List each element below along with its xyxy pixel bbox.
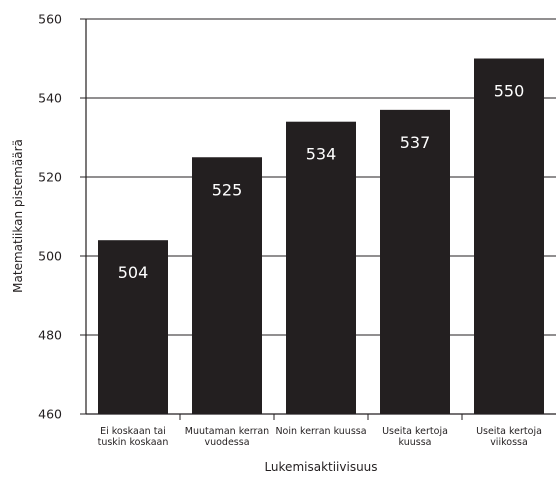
x-tick-label: Muutaman kerran vuodessa [185, 426, 269, 448]
y-axis-title: Matematiikan pistemäärä [11, 139, 25, 293]
bar-value-label: 525 [212, 180, 243, 199]
x-tick-label-line: viikossa [490, 437, 528, 448]
axes [80, 18, 556, 420]
bar-value-label: 504 [118, 263, 149, 282]
x-tick-label-line: Useita kertoja [382, 426, 448, 437]
y-tick-label: 480 [38, 328, 62, 343]
bar-value-label: 537 [400, 133, 431, 152]
x-tick-label-line: Ei koskaan tai [100, 426, 166, 437]
bars: 504 525 534 537 550 [98, 58, 544, 414]
x-tick-label-line: tuskin koskaan [98, 437, 169, 448]
bar-value-label: 550 [494, 82, 525, 101]
x-axis-title: Lukemisaktiivisuus [264, 460, 377, 474]
x-tick-labels: Ei koskaan tai tuskin koskaan Muutaman ker… [98, 426, 542, 448]
bar [474, 58, 544, 414]
x-tick-label-line: vuodessa [204, 437, 249, 448]
x-tick-label: Useita kertoja kuussa [382, 426, 448, 448]
x-tick-label-line: Noin kerran kuussa [275, 426, 366, 437]
x-tick-label-line: kuussa [399, 437, 432, 448]
bar [286, 121, 356, 414]
bar [98, 240, 168, 414]
y-tick-label: 520 [38, 170, 62, 185]
y-tick-labels: 460 480 500 520 540 560 [38, 12, 62, 422]
y-tick-label: 460 [38, 407, 62, 422]
x-tick-label: Useita kertoja viikossa [476, 426, 542, 448]
y-tick-label: 540 [38, 91, 62, 106]
y-tick-label: 560 [38, 12, 62, 27]
bar-value-label: 534 [306, 145, 337, 164]
x-tick-label: Ei koskaan tai tuskin koskaan [98, 426, 169, 448]
x-tick-label-line: Muutaman kerran [185, 426, 269, 437]
x-tick-label-line: Useita kertoja [476, 426, 542, 437]
y-tick-label: 500 [38, 249, 62, 264]
x-tick-label: Noin kerran kuussa [275, 426, 366, 437]
bar [192, 157, 262, 414]
bar [380, 109, 450, 414]
